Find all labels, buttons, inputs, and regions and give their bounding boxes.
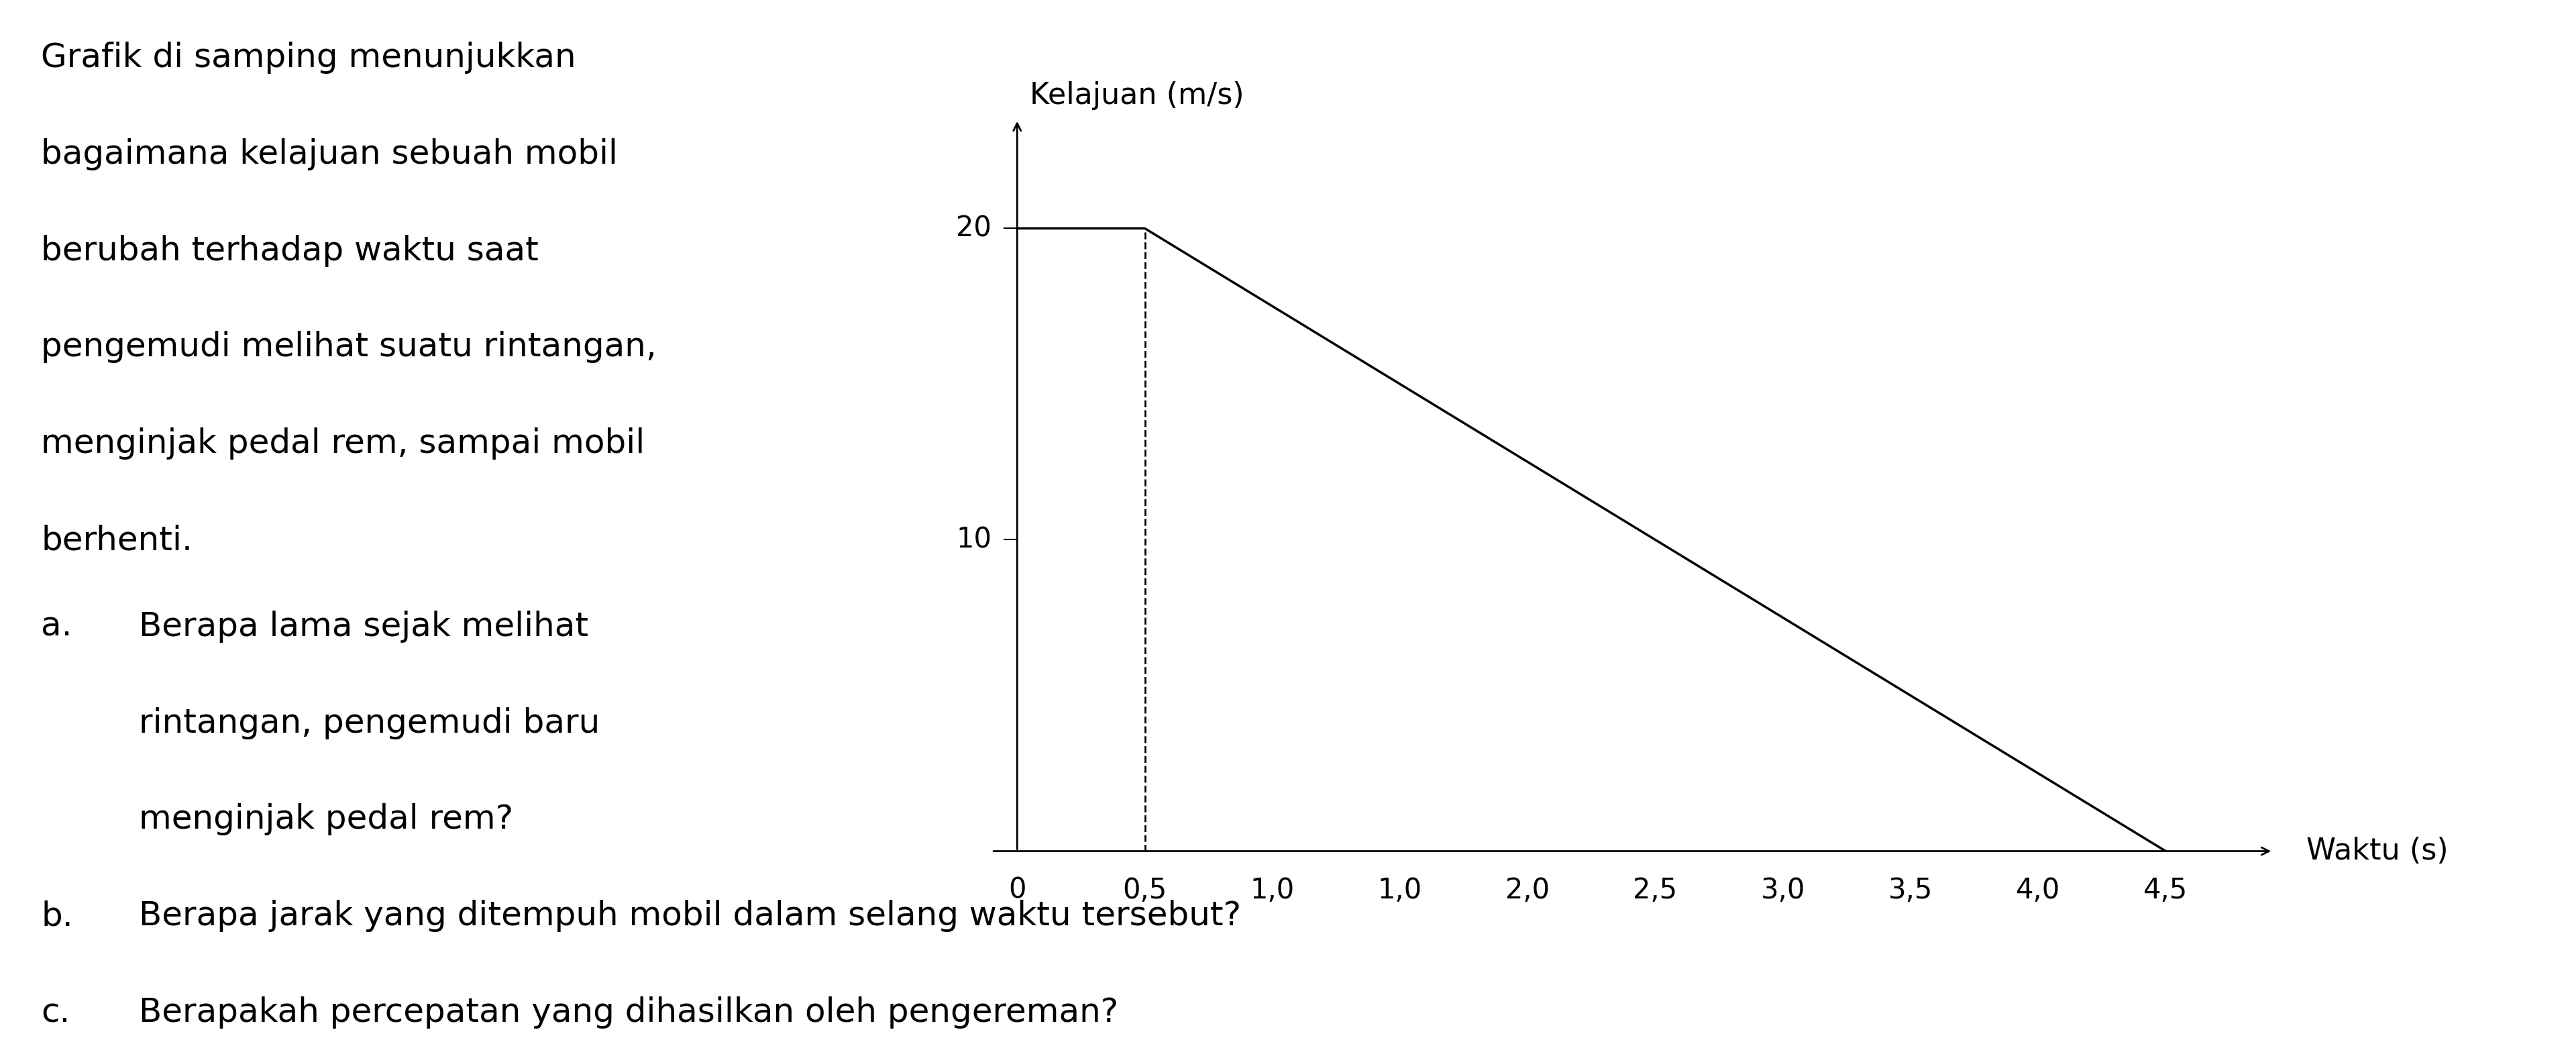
Text: a.: a. (41, 610, 72, 643)
Text: Kelajuan (m/s): Kelajuan (m/s) (1030, 81, 1244, 110)
Text: menginjak pedal rem, sampai mobil: menginjak pedal rem, sampai mobil (41, 428, 644, 460)
Text: berhenti.: berhenti. (41, 524, 193, 556)
Text: 10: 10 (956, 525, 992, 554)
Text: 3,0: 3,0 (1759, 876, 1806, 904)
Text: 1,0: 1,0 (1249, 876, 1296, 904)
Text: Waktu (s): Waktu (s) (2306, 837, 2447, 866)
Text: Berapa lama sejak melihat: Berapa lama sejak melihat (139, 610, 590, 643)
Text: 20: 20 (956, 214, 992, 243)
Text: 4,5: 4,5 (2143, 876, 2187, 904)
Text: pengemudi melihat suatu rintangan,: pengemudi melihat suatu rintangan, (41, 331, 657, 363)
Text: 3,5: 3,5 (1888, 876, 1932, 904)
Text: Berapakah percepatan yang dihasilkan oleh pengereman?: Berapakah percepatan yang dihasilkan ole… (139, 996, 1118, 1029)
Text: c.: c. (41, 996, 70, 1029)
Text: b.: b. (41, 900, 72, 932)
Text: rintangan, pengemudi baru: rintangan, pengemudi baru (139, 707, 600, 739)
Text: bagaimana kelajuan sebuah mobil: bagaimana kelajuan sebuah mobil (41, 138, 618, 170)
Text: menginjak pedal rem?: menginjak pedal rem? (139, 803, 513, 836)
Text: Berapa jarak yang ditempuh mobil dalam selang waktu tersebut?: Berapa jarak yang ditempuh mobil dalam s… (139, 900, 1242, 932)
Text: 2,5: 2,5 (1633, 876, 1677, 904)
Text: 2,0: 2,0 (1504, 876, 1551, 904)
Text: 4,0: 4,0 (2017, 876, 2061, 904)
Text: 0,5: 0,5 (1123, 876, 1167, 904)
Text: 0: 0 (1007, 876, 1025, 904)
Text: Grafik di samping menunjukkan: Grafik di samping menunjukkan (41, 42, 577, 74)
Text: berubah terhadap waktu saat: berubah terhadap waktu saat (41, 235, 538, 267)
Text: 1,0: 1,0 (1378, 876, 1422, 904)
